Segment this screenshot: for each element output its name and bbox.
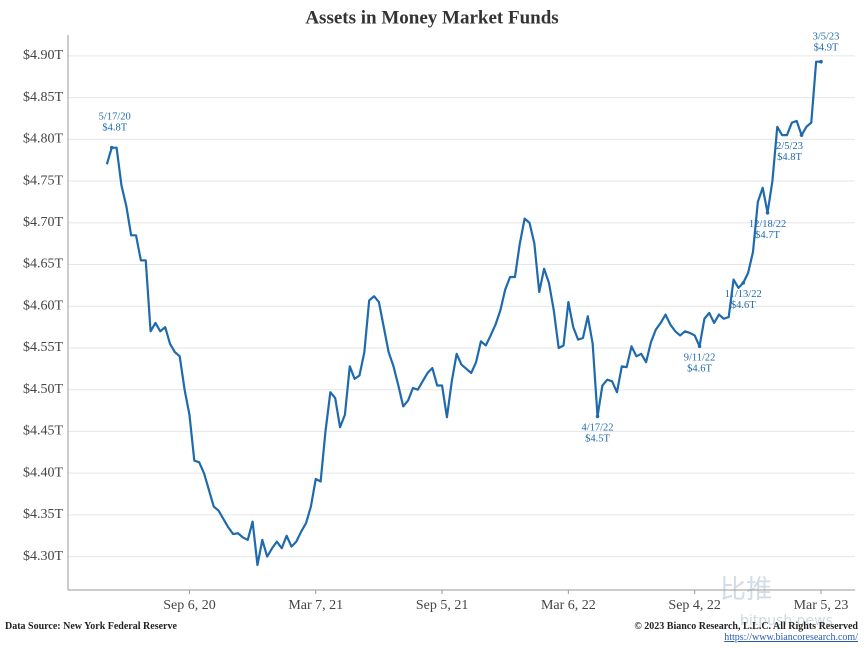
annotation-value: $4.8T	[102, 123, 127, 134]
annotation-value: $4.9T	[814, 43, 839, 54]
annotation-date: 9/11/22	[684, 352, 716, 363]
copyright: © 2023 Bianco Research, L.L.C. All Right…	[634, 621, 858, 632]
watermark-site: bitpush.news	[740, 613, 833, 629]
annotation-date: 2/5/23	[776, 141, 803, 152]
y-tick-label: $4.85T	[23, 90, 64, 105]
y-tick-label: $4.45T	[23, 424, 64, 439]
annotation-point	[595, 414, 600, 419]
annotation-value: $4.6T	[731, 300, 756, 311]
x-tick-label: Mar 5, 23	[794, 598, 849, 613]
y-tick-label: $4.40T	[23, 465, 64, 480]
annotation-point	[741, 281, 746, 285]
annotation-point	[765, 210, 770, 215]
x-tick-label: Sep 4, 22	[668, 598, 721, 613]
annotation-value: $4.5T	[585, 433, 610, 444]
chart-title: Assets in Money Market Funds	[305, 7, 558, 28]
annotation-date: 5/17/20	[99, 112, 131, 123]
annotation-date: 4/17/22	[581, 422, 613, 433]
annotation-date: 12/18/22	[749, 219, 786, 230]
y-tick-label: $4.80T	[23, 132, 64, 147]
data-source: Data Source: New York Federal Reserve	[5, 621, 177, 632]
data-line	[105, 60, 821, 567]
x-tick-label: Sep 5, 21	[416, 598, 469, 613]
y-tick-label: $4.55T	[23, 340, 64, 355]
y-tick-label: $4.65T	[23, 257, 64, 272]
url-link[interactable]: https://www.biancoresearch.com/	[724, 632, 858, 643]
annotation-point	[697, 344, 702, 349]
annotation-value: $4.6T	[687, 363, 712, 374]
y-tick-label: $4.70T	[23, 215, 64, 230]
x-tick-label: Mar 6, 22	[541, 598, 596, 613]
y-tick-label: $4.75T	[23, 173, 64, 188]
annotation-value: $4.7T	[755, 230, 780, 241]
x-tick-label: Sep 6, 20	[163, 598, 216, 613]
x-tick-label: Mar 7, 21	[288, 598, 343, 613]
annotation-date: 11/13/22	[725, 289, 762, 300]
y-tick-label: $4.30T	[23, 549, 64, 564]
y-tick-label: $4.90T	[23, 48, 64, 63]
annotation-point	[799, 133, 804, 137]
annotation-date: 3/5/23	[813, 32, 840, 43]
y-tick-label: $4.50T	[23, 382, 64, 397]
y-tick-label: $4.35T	[23, 507, 64, 522]
y-tick-label: $4.60T	[23, 298, 64, 313]
annotation-point	[109, 145, 114, 150]
annotation-value: $4.8T	[777, 152, 802, 163]
annotation-point	[819, 59, 823, 64]
